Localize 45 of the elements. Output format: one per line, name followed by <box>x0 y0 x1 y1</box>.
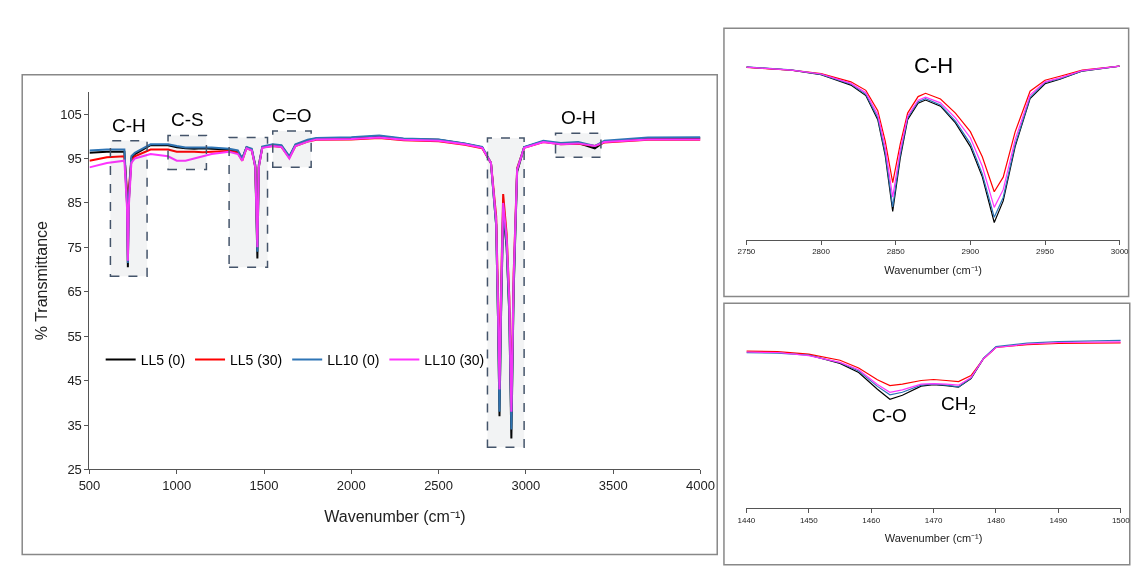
y-tick-label: 75 <box>67 239 82 255</box>
y-tick-label: 95 <box>67 151 82 167</box>
y-tick-label: 45 <box>67 373 82 389</box>
x-tick-label: 2850 <box>886 247 906 257</box>
y-tick-label: 25 <box>67 462 82 478</box>
annotation: C-O <box>872 405 907 426</box>
y-tick-label: 55 <box>67 328 82 344</box>
x-tick-label: 1470 <box>924 515 944 525</box>
y-tick-label: 85 <box>67 195 82 211</box>
annotation: CH$_{2}$ <box>941 393 976 417</box>
x-tick-label: 3500 <box>598 478 628 494</box>
chart-title: C-H <box>914 53 954 78</box>
y-tick-label: 105 <box>60 106 82 122</box>
band-label: C=O <box>272 105 312 126</box>
band-label: C-S <box>171 109 204 130</box>
band-label: O-H <box>561 107 596 128</box>
x-tick-label: 1500 <box>1111 515 1131 525</box>
x-tick-label: 1000 <box>162 478 192 494</box>
x-tick-label: 500 <box>78 478 101 494</box>
legend-label: LL10 (30) <box>424 352 485 369</box>
y-axis-title: % Transmittance <box>33 220 51 341</box>
x-tick-label: 2950 <box>1036 247 1055 257</box>
x-axis-title: Wavenumber (cm⁻¹) <box>884 263 982 276</box>
x-tick-label: 2800 <box>812 247 831 257</box>
x-tick-label: 3000 <box>511 478 541 494</box>
x-tick-label: 2900 <box>961 247 980 257</box>
band-label: C-H <box>112 115 146 136</box>
y-tick-label: 65 <box>67 284 82 300</box>
x-axis-title: Wavenumber (cm⁻¹) <box>884 531 983 544</box>
y-tick-label: 35 <box>67 417 82 433</box>
x-tick-label: 2750 <box>737 247 756 257</box>
x-tick-label: 2500 <box>424 478 454 494</box>
legend-label: LL10 (0) <box>327 352 380 369</box>
x-tick-label: 1450 <box>799 515 819 525</box>
x-axis-title: Wavenumber (cm⁻¹) <box>324 507 466 525</box>
x-tick-label: 1440 <box>737 515 756 525</box>
legend-label: LL5 (0) <box>140 352 186 369</box>
x-tick-label: 1480 <box>987 515 1006 525</box>
x-tick-label: 1500 <box>249 478 279 494</box>
x-tick-label: 2000 <box>336 478 366 494</box>
x-tick-label: 1460 <box>862 515 881 525</box>
x-tick-label: 1490 <box>1049 515 1068 525</box>
x-tick-label: 3000 <box>1110 247 1130 257</box>
x-tick-label: 4000 <box>685 478 715 494</box>
legend-label: LL5 (30) <box>230 352 283 369</box>
